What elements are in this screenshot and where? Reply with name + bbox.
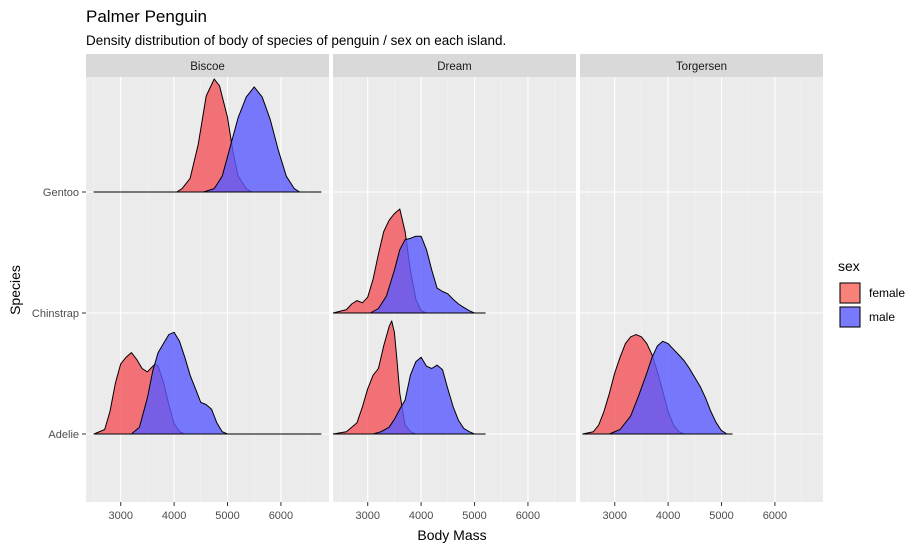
ridge-biscoe-gentoo-male <box>203 86 322 193</box>
facet-strip-label: Dream <box>437 61 472 73</box>
facet-panels: Biscoe 3000 4000 5000 6000 Dream 3000 4000 5000 6… <box>86 54 823 522</box>
y-tick-label: Adelie <box>48 429 79 441</box>
x-tick-label: 5000 <box>215 510 239 522</box>
legend-label-male: male <box>869 310 895 324</box>
legend-title: sex <box>838 258 860 274</box>
x-tick-label: 6000 <box>269 510 293 522</box>
ridge-dream-adelie-male <box>372 356 486 435</box>
ridge-torgersen-adelie-male <box>608 340 733 435</box>
facet-strip-label: Torgersen <box>676 61 727 73</box>
legend: sex female male <box>838 258 905 328</box>
chart-title: Palmer Penguin <box>86 7 207 26</box>
ridge-biscoe-adelie-male <box>130 331 322 435</box>
facet-strip <box>580 54 823 77</box>
ridge-dream-chinstrap-male <box>369 235 486 314</box>
facet-strip-label: Biscoe <box>190 61 225 73</box>
x-tick-label: 3000 <box>602 510 626 522</box>
legend-swatch-female <box>839 282 861 304</box>
x-tick-label: 6000 <box>516 510 540 522</box>
x-tick-label: 4000 <box>162 510 186 522</box>
x-tick-label: 3000 <box>108 510 132 522</box>
facet-panel-dream: Dream 3000 4000 5000 6000 <box>333 54 576 522</box>
x-tick-label: 4000 <box>656 510 680 522</box>
legend-swatch-male <box>839 306 861 328</box>
x-tick-label: 5000 <box>462 510 486 522</box>
y-tick-label: Chinstrap <box>32 308 79 320</box>
x-axis-title: Body Mass <box>417 527 486 543</box>
panel-background <box>333 77 576 502</box>
facet-strip <box>86 54 329 77</box>
chart-subtitle: Density distribution of body of species … <box>86 33 506 48</box>
panel-background <box>580 77 823 502</box>
x-tick-label: 4000 <box>409 510 433 522</box>
x-tick-label: 6000 <box>763 510 787 522</box>
x-tick-label: 3000 <box>355 510 379 522</box>
facet-panel-torgersen: Torgersen 3000 4000 5000 6000 <box>580 54 823 522</box>
y-axis: Adelie Chinstrap Gentoo <box>32 187 86 441</box>
y-tick-label: Gentoo <box>43 187 79 199</box>
y-axis-title: Species <box>7 265 23 315</box>
legend-label-female: female <box>869 286 905 300</box>
facet-strip <box>333 54 576 77</box>
x-tick-label: 5000 <box>709 510 733 522</box>
